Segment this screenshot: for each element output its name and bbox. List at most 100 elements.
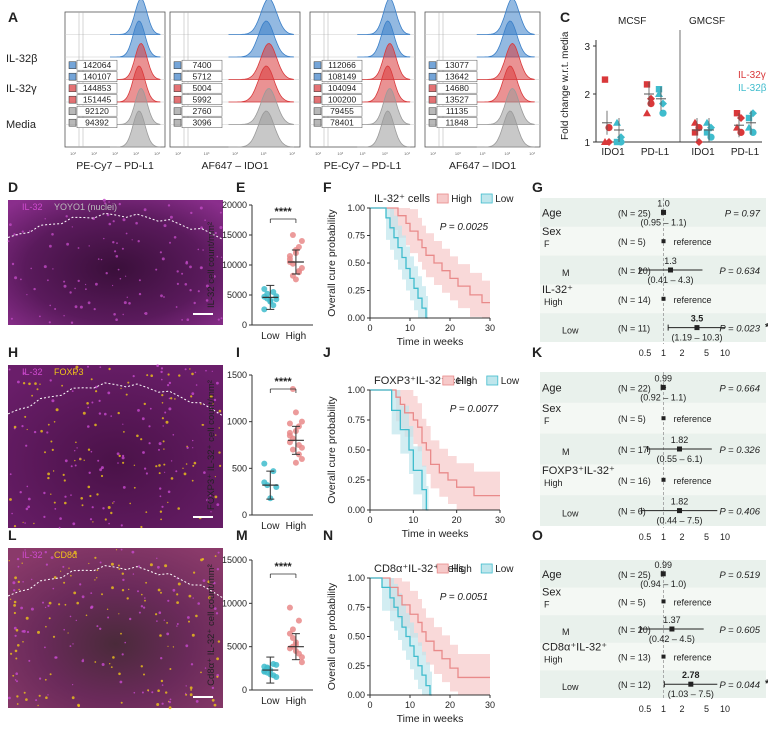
flow-tick: 10³: [232, 151, 238, 156]
mfi-value: 13077: [445, 60, 469, 70]
tissue-speckle: [178, 374, 181, 377]
forest-estimate-text: 1.3: [664, 256, 677, 266]
tissue-speckle: [176, 593, 179, 596]
forest-n: (N = 13): [618, 653, 651, 663]
tissue-speckle: [47, 423, 50, 426]
tissue-boundary: [7, 212, 224, 240]
tissue-speckle: [13, 589, 16, 592]
histogram-peak: [357, 88, 411, 125]
tissue-speckle: [157, 689, 160, 692]
forest-band: [540, 313, 766, 342]
tissue-speckle: [82, 658, 84, 661]
c-point: [605, 138, 613, 146]
forest-pvalue: P = 0.044: [719, 680, 760, 691]
tissue-speckle: [22, 382, 26, 385]
tissue-speckle: [205, 369, 207, 372]
tissue-speckle: [51, 233, 54, 236]
tissue-speckle: [33, 522, 35, 525]
tissue-speckle: [45, 625, 47, 628]
tissue-speckle: [26, 428, 28, 431]
forest-axis-label: 5: [704, 348, 709, 358]
tissue-speckle: [117, 411, 120, 415]
km-low-line: [370, 207, 428, 319]
tissue-speckle: [164, 411, 167, 414]
forest-ref-marker: [661, 416, 666, 421]
km-ytick-label: 1.00: [347, 385, 365, 395]
tissue-speckle: [112, 241, 115, 244]
tissue-speckle: [96, 569, 99, 571]
tissue-speckle: [67, 632, 69, 634]
tissue-speckle: [126, 296, 128, 298]
histogram-peak: [228, 110, 294, 148]
dot-category: Low: [261, 696, 280, 707]
tissue-speckle: [140, 438, 143, 441]
panel-letter-M: M: [236, 527, 248, 543]
tissue-speckle: [47, 694, 49, 696]
tissue-speckle: [155, 268, 158, 271]
forest-ci-text: (0.92 – 1.1): [640, 392, 686, 402]
tissue-speckle: [122, 218, 126, 222]
tissue-speckle: [104, 412, 107, 416]
tissue-speckle: [118, 568, 121, 570]
tissue-speckle: [133, 464, 136, 466]
flow-xlabel: AF647 – IDO1: [449, 160, 516, 172]
tissue-speckle: [9, 473, 12, 476]
tissue-speckle: [122, 578, 125, 582]
km-xtick-label: 0: [367, 515, 372, 525]
value-box: [181, 117, 223, 128]
tissue-speckle: [168, 706, 172, 710]
tissue-speckle: [65, 215, 68, 218]
tissue-speckle: [71, 390, 74, 392]
km-xtick-label: 10: [405, 323, 415, 333]
forest-head: Age: [542, 207, 562, 219]
km-xtick-label: 10: [408, 515, 418, 525]
tissue-speckle: [13, 604, 16, 607]
tissue-speckle: [141, 593, 143, 596]
tissue-speckle: [39, 383, 41, 385]
panel-letter-N: N: [323, 527, 333, 543]
forest-estimate-text: 1.82: [671, 435, 689, 445]
c-point: [655, 86, 663, 93]
tissue-speckle: [207, 580, 211, 584]
flow-tick: 10³: [382, 151, 388, 156]
tissue-speckle: [181, 272, 184, 275]
legend-swatch: [428, 84, 437, 92]
tissue-speckle: [110, 511, 113, 515]
c-point: [745, 114, 753, 122]
forest-label: Low: [562, 326, 579, 336]
c-point: [707, 133, 715, 141]
tissue-speckle: [87, 301, 91, 305]
tissue-speckle: [167, 384, 170, 387]
histogram-peak: [357, 43, 411, 80]
forest-label: M: [562, 627, 570, 637]
tissue-speckle: [186, 318, 190, 322]
mfi-value: 94392: [85, 118, 109, 128]
tissue-speckle: [107, 616, 110, 619]
tissue-speckle: [15, 672, 18, 675]
forest-estimate-text: 1.0: [657, 198, 670, 208]
forest-estimate: [677, 508, 683, 514]
forest-head: Sex: [542, 226, 561, 238]
forest-ci-text: (0.44 – 7.5): [656, 516, 702, 526]
dot-ytick-label: 0: [242, 510, 247, 520]
value-box: [436, 94, 478, 105]
tissue-speckle: [69, 291, 72, 294]
tissue-speckle: [14, 679, 17, 681]
km-legend-high: High: [457, 376, 478, 387]
km-low-ci: [370, 390, 429, 510]
histogram-peak: [228, 20, 294, 58]
tissue-speckle: [193, 461, 197, 465]
tissue-speckle: [160, 294, 163, 298]
dot-high: [286, 253, 293, 259]
tissue-speckle: [85, 614, 88, 617]
forest-estimate: [661, 209, 667, 215]
tissue-speckle: [95, 390, 98, 393]
tissue-speckle: [190, 211, 193, 215]
tissue-speckle: [73, 550, 77, 554]
mfi-value: 11135: [446, 106, 469, 116]
tissue-speckle: [129, 617, 132, 621]
forest-band: [540, 372, 766, 403]
mfi-value: 108149: [328, 72, 357, 82]
km-ytick-label: 0.75: [347, 415, 365, 425]
tissue-speckle: [22, 641, 24, 643]
